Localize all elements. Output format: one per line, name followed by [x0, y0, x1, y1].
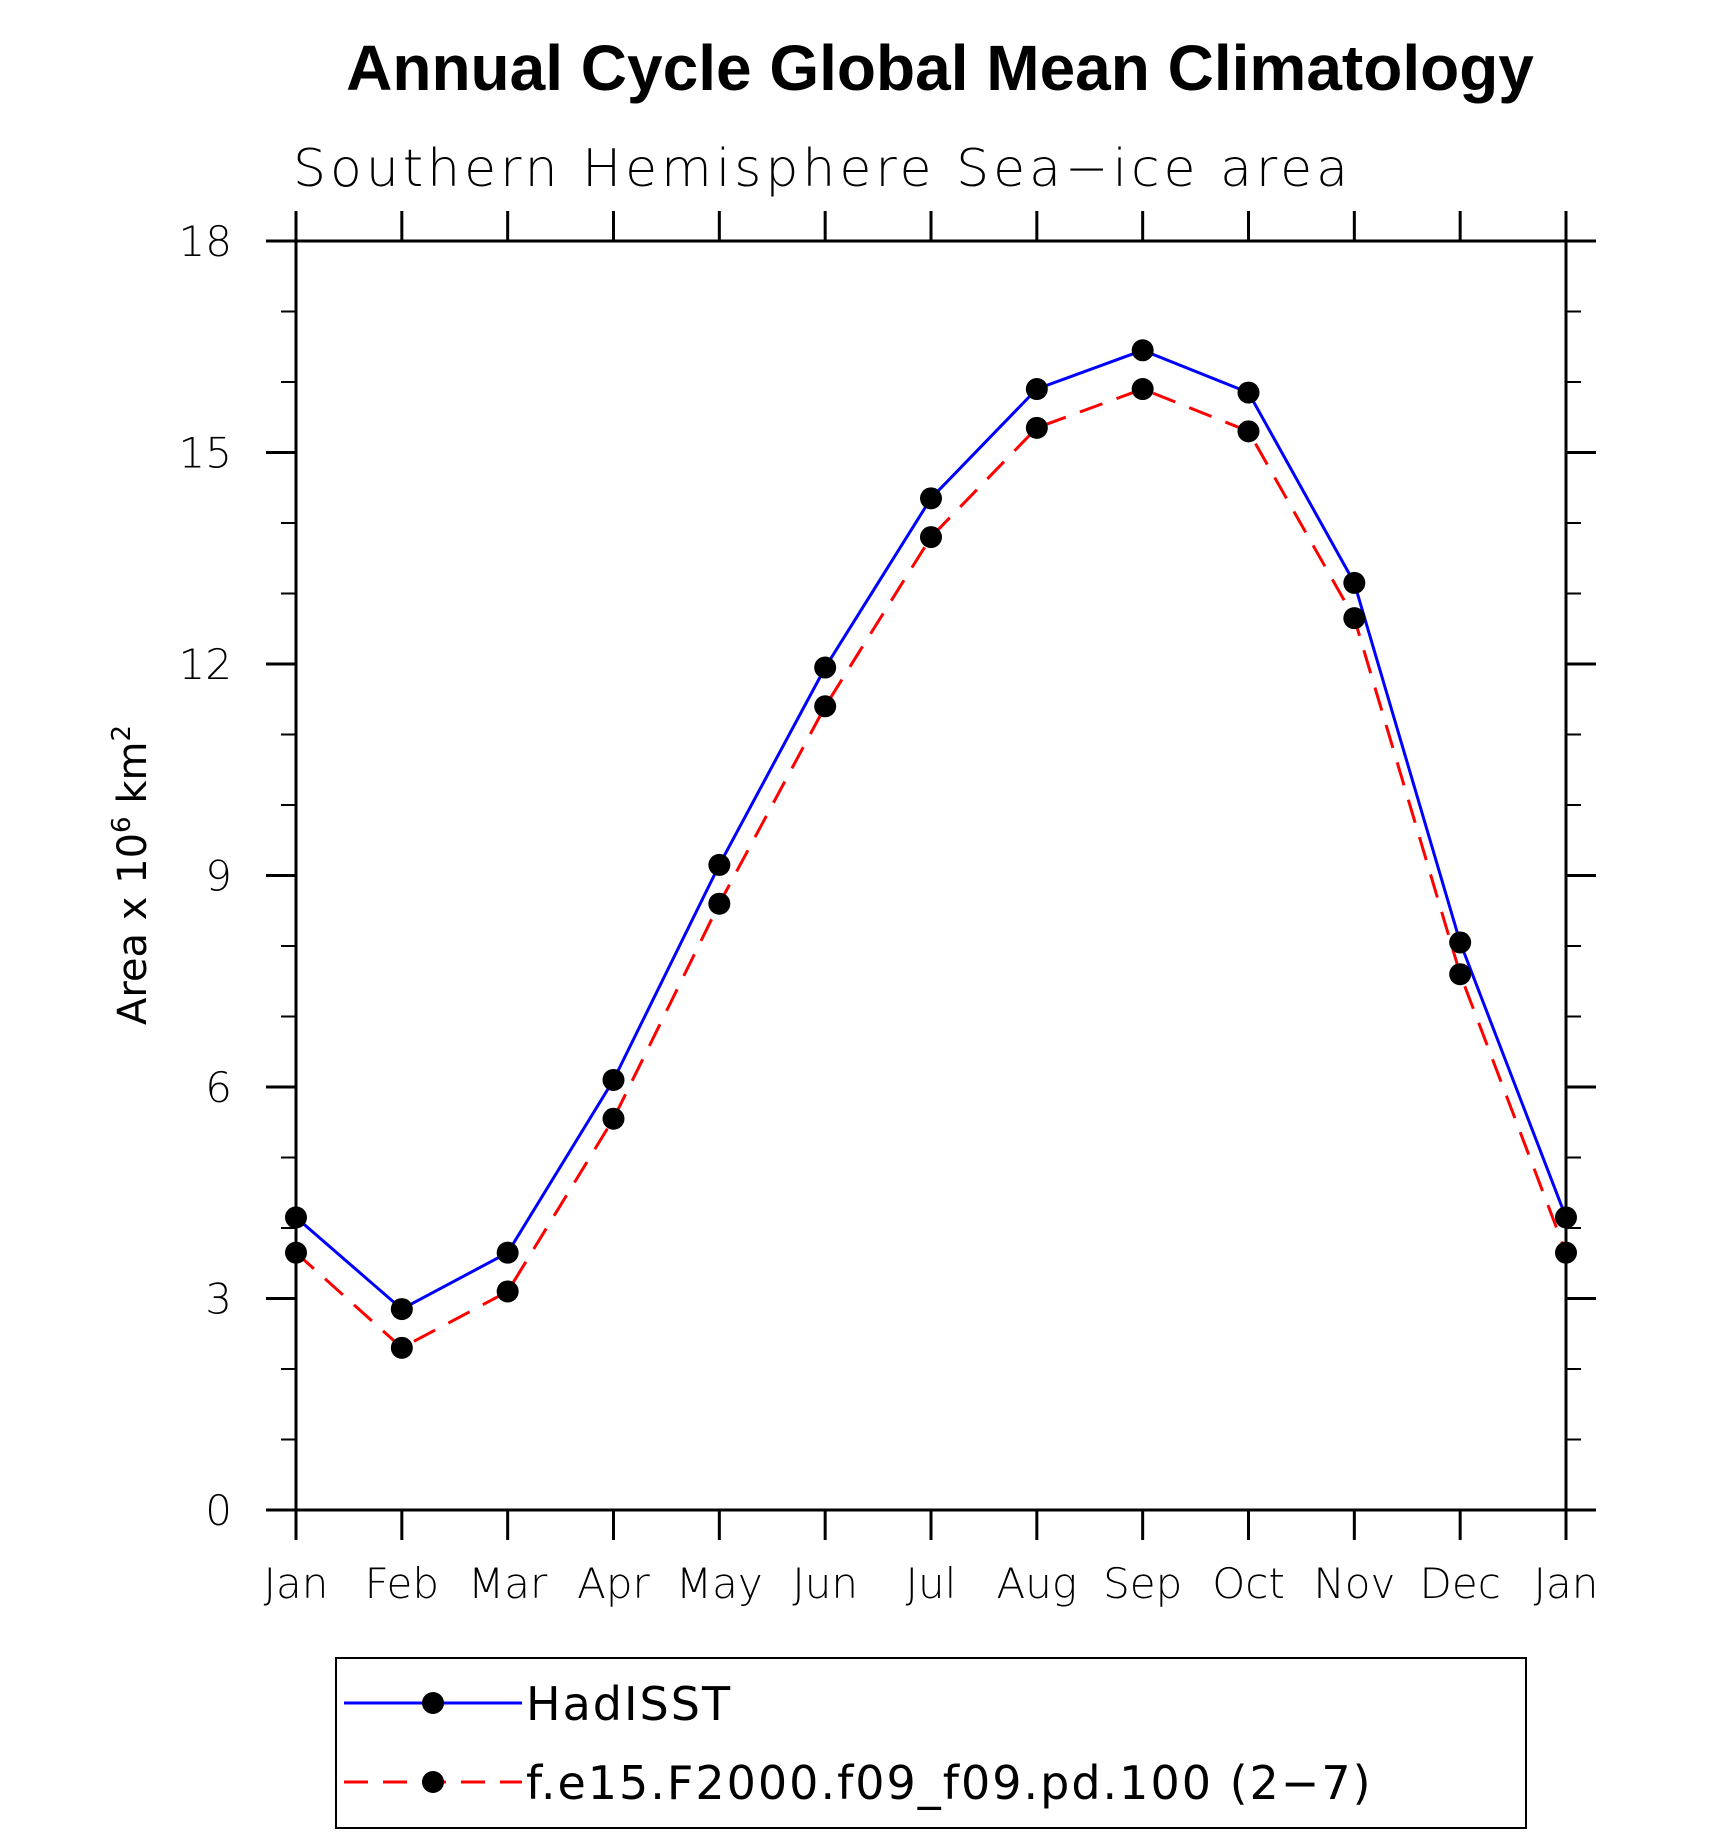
legend-box	[335, 1657, 1527, 1829]
data-point-series-1	[1131, 378, 1154, 401]
x-tick-label: Jul	[906, 1559, 957, 1608]
x-tick-label: Feb	[365, 1559, 439, 1608]
data-point-series-0	[1131, 339, 1154, 362]
data-point-series-1	[708, 892, 731, 915]
y-axis-title: Area x 106 km2	[107, 725, 156, 1025]
data-point-series-1	[496, 1280, 519, 1303]
legend-marker-1	[422, 1771, 444, 1793]
y-tick-label: 12	[179, 640, 232, 689]
x-tick-label: Jun	[792, 1559, 858, 1608]
y-tick-label: 15	[179, 429, 232, 478]
y-tick-label: 3	[205, 1275, 232, 1324]
data-point-series-1	[285, 1241, 307, 1264]
legend-entry-1: f.e15.F2000.f09_f09.pd.100 (2−7)	[344, 1756, 1373, 1810]
y-axis-title-prefix: Area x 10	[110, 833, 156, 1025]
y-tick-label: 18	[179, 217, 232, 266]
x-tick-label: Nov	[1313, 1559, 1395, 1608]
x-tick-label: Aug	[997, 1559, 1078, 1608]
y-tick-label: 0	[205, 1486, 232, 1535]
data-point-series-0	[708, 853, 731, 876]
data-point-series-1	[1555, 1241, 1577, 1264]
y-axis-title-mid: km	[110, 742, 156, 817]
x-axis-labels: Jan Feb Mar Apr May Jun Jul Aug Sep Oct Nov Dec Jan	[264, 1559, 1599, 1608]
data-point-series-0	[1343, 571, 1366, 594]
x-tick-label: Mar	[468, 1559, 548, 1608]
data-point-series-0	[1237, 381, 1260, 404]
legend-label-1: f.e15.F2000.f09_f09.pd.100 (2−7)	[526, 1756, 1373, 1810]
y-axis-title-exp1: 6	[107, 816, 137, 833]
legend-entry-0: HadISST	[344, 1677, 732, 1731]
x-tick-label: Dec	[1420, 1559, 1501, 1608]
data-point-series-0	[814, 656, 837, 679]
x-tick-label: May	[676, 1559, 763, 1608]
data-point-series-1	[1449, 963, 1472, 986]
x-tick-label: Jan	[264, 1559, 329, 1608]
x-tick-label: Apr	[577, 1559, 650, 1608]
data-point-series-1	[602, 1107, 625, 1130]
data-point-series-1	[920, 526, 942, 549]
legend-label-0: HadISST	[526, 1677, 732, 1731]
data-point-series-0	[602, 1068, 625, 1091]
data-point-series-0	[920, 487, 942, 510]
chart-title: Annual Cycle Global Mean Climatology	[346, 32, 1534, 104]
series-markers	[285, 339, 1577, 1359]
y-tick-label: 9	[205, 852, 232, 901]
y-axis-title-exp2: 2	[107, 725, 137, 742]
data-point-series-1	[390, 1336, 413, 1359]
plot-area	[266, 211, 1596, 1540]
data-point-series-1	[1237, 420, 1260, 443]
legend-marker-0	[422, 1692, 444, 1714]
data-point-series-0	[496, 1241, 519, 1264]
y-tick-label: 6	[205, 1063, 232, 1112]
data-point-series-1	[1343, 607, 1366, 630]
chart-subtitle: Southern Hemisphere Sea−ice area	[293, 139, 1352, 199]
tick-layer	[266, 211, 1596, 1540]
x-tick-label: Sep	[1103, 1559, 1182, 1608]
y-axis-labels: 0 3 6 9 12 15 18	[179, 217, 232, 1535]
data-point-series-0	[390, 1298, 413, 1321]
x-tick-label: Oct	[1212, 1559, 1285, 1608]
x-tick-label: Jan	[1534, 1559, 1599, 1608]
data-point-series-1	[814, 695, 837, 718]
plot-frame	[294, 239, 1568, 1512]
data-point-series-0	[1555, 1206, 1577, 1229]
data-point-series-0	[1025, 378, 1048, 401]
data-point-series-0	[1449, 931, 1472, 954]
data-point-series-1	[1025, 416, 1048, 439]
data-point-series-0	[285, 1206, 307, 1229]
legend: HadISST f.e15.F2000.f09_f09.pd.100 (2−7)	[335, 1657, 1527, 1829]
